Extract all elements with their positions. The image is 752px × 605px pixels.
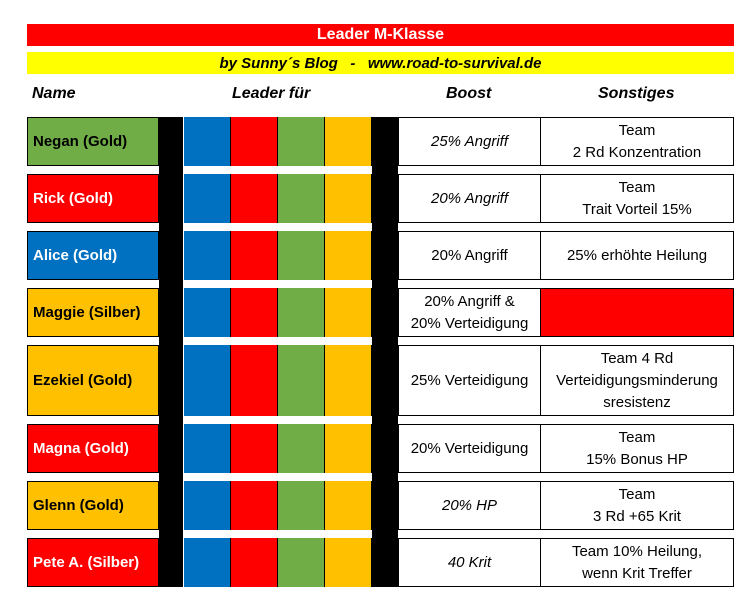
other-cell: Team 15% Bonus HP [540, 424, 734, 473]
other-cell: Team 4 Rd Verteidigungsminderung sresist… [540, 345, 734, 416]
leader-color-green [278, 174, 325, 223]
leader-color-green [278, 117, 325, 166]
leader-color-gold [325, 345, 372, 416]
leader-color-gold [325, 174, 372, 223]
leader-color-red [231, 117, 278, 166]
leader-color-blue [184, 481, 231, 530]
header-boost: Boost [446, 85, 492, 102]
leader-color-green [278, 288, 325, 337]
other-cell: Team Trait Vorteil 15% [540, 174, 734, 223]
leader-color-gold [325, 288, 372, 337]
leader-name: Alice (Gold) [27, 231, 159, 280]
leader-color-blue [184, 345, 231, 416]
page-subtitle: by Sunny´s Blog - www.road-to-survival.d… [219, 54, 542, 72]
leader-name: Pete A. (Silber) [27, 538, 159, 587]
leader-color-red [231, 481, 278, 530]
boost-cell: 40 Krit [398, 538, 541, 587]
header-other: Sonstiges [598, 85, 675, 102]
table-row: Pete A. (Silber) 40 Krit Team 10% Heilung,… [0, 538, 752, 587]
table-row: Maggie (Silber) 20% Angriff & 20% Verteid… [0, 288, 752, 337]
boost-cell: 20% HP [398, 481, 541, 530]
leader-name: Magna (Gold) [27, 424, 159, 473]
other-cell [540, 288, 734, 337]
right-divider-bar [372, 117, 398, 587]
other-cell: 25% erhöhte Heilung [540, 231, 734, 280]
leader-color-blue [184, 288, 231, 337]
leader-color-red [231, 174, 278, 223]
boost-cell: 25% Verteidigung [398, 345, 541, 416]
leader-color-gold [325, 117, 372, 166]
table-row: Ezekiel (Gold) 25% Verteidigung Team 4 Rd … [0, 345, 752, 416]
leader-color-red [231, 288, 278, 337]
leader-color-gold [325, 424, 372, 473]
leader-color-red [231, 345, 278, 416]
leader-color-blue [184, 117, 231, 166]
leader-name: Glenn (Gold) [27, 481, 159, 530]
table-row: Negan (Gold) 25% Angriff Team 2 Rd Konzent… [0, 117, 752, 166]
table-row: Magna (Gold) 20% Verteidigung Team 15% Bon… [0, 424, 752, 473]
table-row: Rick (Gold) 20% Angriff Team Trait Vorteil… [0, 174, 752, 223]
leader-color-red [231, 424, 278, 473]
leader-color-red [231, 231, 278, 280]
boost-cell: 25% Angriff [398, 117, 541, 166]
boost-cell: 20% Angriff [398, 231, 541, 280]
leader-name: Negan (Gold) [27, 117, 159, 166]
subtitle-banner: by Sunny´s Blog - www.road-to-survival.d… [27, 52, 734, 74]
page-title: Leader M-Klasse [316, 26, 445, 43]
title-banner: Leader M-Klasse [27, 24, 734, 46]
header-leader: Leader für [232, 85, 311, 102]
header-name: Name [32, 85, 76, 102]
other-cell: Team 10% Heilung, wenn Krit Treffer [540, 538, 734, 587]
leader-color-green [278, 481, 325, 530]
table-row: Alice (Gold) 20% Angriff 25% erhöhte Heilu… [0, 231, 752, 280]
leader-name: Maggie (Silber) [27, 288, 159, 337]
leader-color-gold [325, 481, 372, 530]
other-cell: Team 3 Rd +65 Krit [540, 481, 734, 530]
leader-color-blue [184, 231, 231, 280]
leader-color-green [278, 424, 325, 473]
leader-color-gold [325, 231, 372, 280]
table-row: Glenn (Gold) 20% HP Team 3 Rd +65 Krit [0, 481, 752, 530]
leader-color-green [278, 345, 325, 416]
leader-color-blue [184, 538, 231, 587]
boost-cell: 20% Verteidigung [398, 424, 541, 473]
leader-color-gold [325, 538, 372, 587]
leader-name: Rick (Gold) [27, 174, 159, 223]
leader-name: Ezekiel (Gold) [27, 345, 159, 416]
leader-color-blue [184, 424, 231, 473]
leader-color-blue [184, 174, 231, 223]
leader-color-red [231, 538, 278, 587]
other-cell: Team 2 Rd Konzentration [540, 117, 734, 166]
boost-cell: 20% Angriff & 20% Verteidigung [398, 288, 541, 337]
left-divider-bar [159, 117, 183, 587]
boost-cell: 20% Angriff [398, 174, 541, 223]
leader-color-green [278, 538, 325, 587]
leader-color-green [278, 231, 325, 280]
